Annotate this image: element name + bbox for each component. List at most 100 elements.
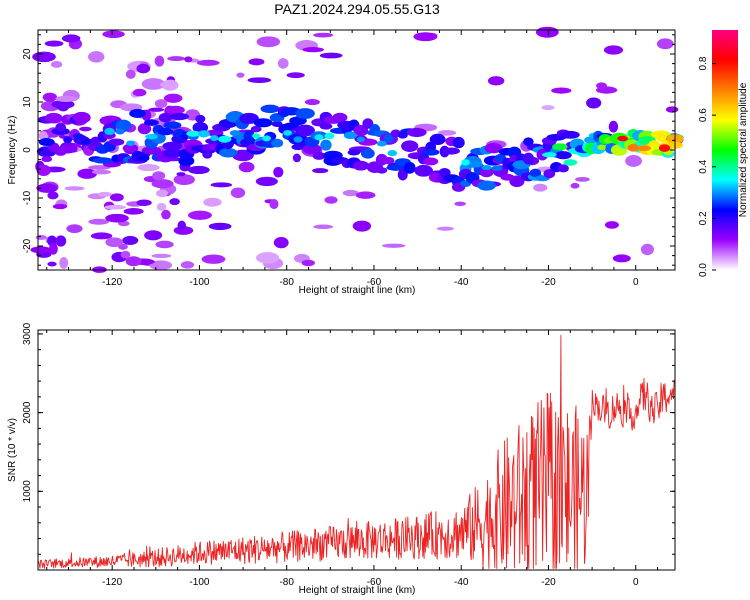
spectrogram-cell xyxy=(320,139,332,151)
spectrogram-cell xyxy=(115,119,132,132)
spectrogram-cell xyxy=(104,127,115,136)
spectrogram-cell xyxy=(105,213,129,223)
spectrogram-cell xyxy=(533,183,548,192)
spectrogram-cell xyxy=(362,118,374,129)
spectrogram-cell xyxy=(487,76,505,86)
spectrogram-cell xyxy=(59,257,69,269)
spectrogram-cell xyxy=(158,112,173,123)
colorbar-label: Normalized spectral amplitude xyxy=(738,82,749,217)
spectrogram-cell xyxy=(636,145,652,152)
spectrogram-cell xyxy=(42,92,58,102)
spectrogram-cell xyxy=(79,126,92,132)
spectrogram-cell xyxy=(148,107,165,112)
spectrogram-cell xyxy=(575,176,590,182)
spectrogram-cell xyxy=(269,199,279,210)
spectrogram-cell xyxy=(63,136,73,144)
spectrogram-cell xyxy=(543,169,556,179)
spectrogram-cell xyxy=(563,159,578,166)
spectrogram-x-tick-label: -20 xyxy=(541,277,556,288)
spectrogram-cell xyxy=(443,147,460,155)
spectrogram-cell xyxy=(255,252,280,264)
spectrogram-y-tick-label: 0 xyxy=(22,147,33,153)
spectrogram-cell xyxy=(352,160,370,171)
spectrogram-x-ticks: -120 -100 -80 -60 -40 -20 0 xyxy=(46,30,659,288)
spectrogram-cell xyxy=(292,153,301,163)
snr-x-label: Height of straight line (km) xyxy=(299,585,416,596)
spectrogram-cell xyxy=(617,135,629,142)
spectrogram-cell xyxy=(557,164,569,173)
spectrogram-cell xyxy=(313,32,334,38)
spectrogram-cell xyxy=(92,157,113,164)
spectrogram-cell xyxy=(500,173,515,181)
snr-series-line xyxy=(37,334,676,569)
spectrogram-cell xyxy=(324,196,338,204)
spectrogram-cell xyxy=(35,235,47,240)
spectrogram-cell xyxy=(149,260,173,271)
spectrogram-cell xyxy=(167,56,186,62)
spectrogram-cell xyxy=(252,133,261,139)
spectrogram-cell xyxy=(201,254,226,264)
spectrogram-y-tick-label: 20 xyxy=(22,48,33,60)
spectrogram-cell xyxy=(260,104,280,114)
spectrogram-cell xyxy=(144,230,163,241)
spectrogram-x-tick-label: -100 xyxy=(189,277,209,288)
spectrogram-cell xyxy=(262,135,271,142)
spectrogram-cell xyxy=(319,122,333,130)
spectrogram-cell xyxy=(541,105,555,111)
spectrogram-cell xyxy=(36,164,51,176)
spectrogram-cell xyxy=(239,112,259,124)
spectrogram-cell xyxy=(387,150,398,157)
spectrogram-cell xyxy=(155,240,174,249)
spectrogram-cell xyxy=(271,138,284,148)
spectrogram-cell xyxy=(586,97,602,109)
spectrogram-cell xyxy=(132,88,147,97)
spectrogram-cell xyxy=(484,143,503,154)
spectrogram-cell xyxy=(353,125,369,137)
spectrogram-y-tick-label: -10 xyxy=(22,190,33,205)
spectrogram-cell xyxy=(469,160,483,168)
spectrogram-cell xyxy=(286,72,305,79)
spectrogram-cell xyxy=(313,224,334,229)
spectrogram-cell xyxy=(169,112,189,121)
spectrogram-cell xyxy=(356,136,366,143)
spectrogram-cell xyxy=(137,163,160,172)
spectrogram-cell xyxy=(658,144,671,152)
snr-panel: -120 -100 -80 -60 -40 -20 0 1000 2000 3000 Heigh… xyxy=(7,322,676,596)
spectrogram-cell xyxy=(454,201,466,206)
spectrogram-cell xyxy=(151,179,174,189)
spectrogram-cell xyxy=(125,256,142,267)
spectrogram-cell xyxy=(347,149,361,156)
spectrogram-cell xyxy=(91,169,112,175)
snr-x-tick-label: -40 xyxy=(454,577,469,588)
spectrogram-cell xyxy=(163,93,183,103)
spectrogram-cell xyxy=(627,143,639,152)
spectrogram-cell xyxy=(295,124,315,137)
spectrogram-cell xyxy=(452,136,465,149)
spectrogram-y-tick-label: -20 xyxy=(22,238,33,253)
spectrogram-cell xyxy=(151,253,172,259)
spectrogram-cell xyxy=(88,165,111,170)
spectrogram-cell xyxy=(157,127,174,136)
spectrogram-cell xyxy=(55,95,78,102)
spectrogram-cell xyxy=(144,119,159,126)
colorbar-tick-label: 0.2 xyxy=(698,211,709,225)
spectrogram-cell xyxy=(409,128,424,137)
spectrogram-cell xyxy=(403,161,416,174)
spectrogram-cell xyxy=(38,138,55,146)
snr-y-label: SNR (10 * v/v) xyxy=(7,418,18,482)
spectrogram-cell xyxy=(383,133,395,143)
snr-y-ticks: 1000 2000 3000 xyxy=(22,322,675,571)
spectrogram-x-tick-label: -40 xyxy=(454,277,469,288)
spectrogram-cell xyxy=(247,77,272,83)
spectrogram-cell xyxy=(612,254,631,263)
spectrogram-cell xyxy=(319,52,343,59)
spectrogram-cell xyxy=(640,243,654,256)
spectrogram-cell xyxy=(102,30,125,38)
spectrogram-cell xyxy=(295,108,315,120)
spectrogram-cell xyxy=(88,218,109,225)
spectrogram-cell xyxy=(461,159,470,166)
snr-y-tick-label: 2000 xyxy=(22,401,33,424)
spectrogram-cell xyxy=(255,176,278,187)
spectrogram-cell xyxy=(529,168,542,178)
spectrogram-cell xyxy=(324,132,335,140)
